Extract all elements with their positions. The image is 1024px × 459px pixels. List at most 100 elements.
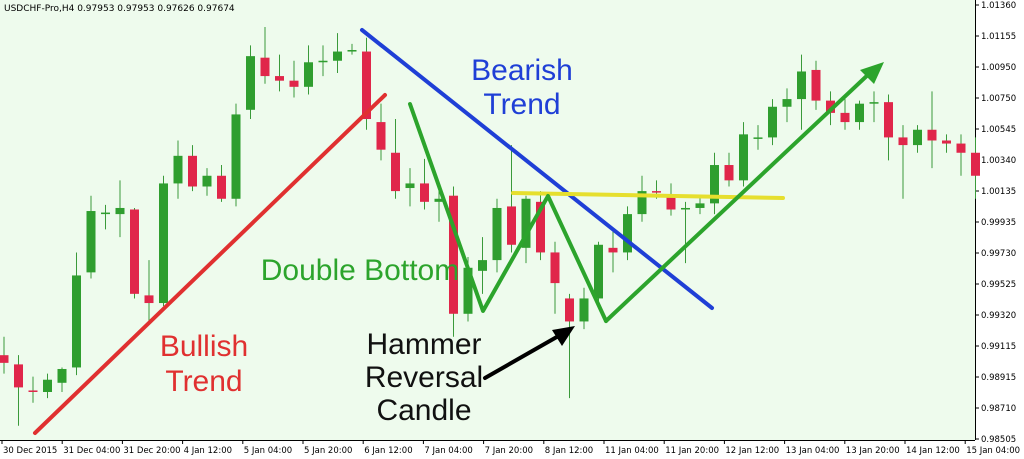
x-tick-label: 13 Jan 04:00: [786, 446, 840, 456]
candle-body-bear: [565, 298, 574, 322]
candle-body-bear: [275, 76, 284, 81]
x-tick-label: 31 Dec 04:00: [63, 446, 120, 456]
candle-body-bear: [420, 183, 429, 202]
candle-body-bull: [463, 267, 473, 314]
candle: [594, 241, 603, 307]
candle-body-bear: [144, 295, 154, 304]
hammer-label-line1: Hammer: [366, 328, 481, 361]
candle: [376, 103, 386, 161]
y-tick-label: 0.99935: [981, 218, 1016, 228]
candle-body-bear: [652, 191, 661, 193]
candle: [420, 158, 429, 210]
y-tick-label: 0.99525: [981, 280, 1016, 290]
candle-body-bull: [115, 207, 125, 215]
candle-body-bull: [173, 155, 183, 184]
x-tick-label: 7 Jan 04:00: [424, 446, 472, 456]
candle: [753, 125, 763, 150]
candle: [14, 355, 23, 426]
candle: [536, 191, 545, 261]
axis-background: [975, 0, 1024, 459]
candle: [666, 183, 676, 216]
candle-body-bear: [971, 152, 980, 176]
candle: [855, 100, 864, 130]
candle-body-bull: [231, 114, 241, 199]
uptrend-arrow-head: [860, 62, 884, 84]
candle: [318, 45, 328, 77]
candle-body-bull: [43, 379, 52, 392]
candle: [811, 60, 821, 110]
candles: [0, 27, 980, 426]
candle-body-bear: [826, 100, 835, 113]
y-tick-label: 0.99320: [981, 311, 1016, 321]
candle: [57, 367, 67, 392]
y-tick-label: 0.98915: [981, 373, 1016, 383]
candle: [188, 145, 197, 192]
candle: [681, 201, 690, 264]
candle-body-bull: [623, 214, 632, 253]
candle: [971, 137, 980, 199]
candle-body-bear: [724, 165, 734, 181]
candle: [86, 195, 96, 279]
candle: [304, 45, 313, 95]
y-tick-label: 0.98710: [981, 404, 1016, 414]
candle: [869, 91, 879, 123]
candle-body-bear: [130, 209, 139, 294]
candle-body-bull: [57, 368, 67, 383]
candle-body-bull: [405, 183, 415, 189]
double-bottom-zigzag: [408, 102, 608, 323]
y-tick-label: 1.00750: [981, 94, 1016, 104]
candle: [434, 189, 444, 222]
y-tick-label: 1.00340: [981, 156, 1016, 166]
candle: [478, 237, 487, 294]
candle-body-bull: [159, 183, 168, 304]
candle-body-bull: [304, 62, 313, 87]
hammer-arrow-line: [483, 332, 564, 380]
candle: [768, 99, 777, 146]
bearish-trend-line: [360, 28, 714, 310]
candle-body-bull: [347, 50, 357, 52]
y-tick-label: 1.00950: [981, 63, 1016, 73]
candle: [115, 180, 125, 238]
candle: [217, 165, 226, 202]
bearish-label-line1: Bearish: [471, 54, 573, 87]
candle: [144, 260, 154, 322]
candle-body-bull: [202, 175, 212, 187]
x-tick-label: 11 Jan 20:00: [665, 446, 719, 456]
candle-body-bull: [434, 198, 444, 202]
candle: [608, 229, 618, 273]
candle-body-bull: [86, 211, 96, 273]
candle-body-bull: [753, 137, 763, 139]
x-tick-label: 31 Dec 20:00: [123, 446, 180, 456]
candle: [246, 45, 255, 120]
candle-body-bull: [710, 165, 719, 204]
candle: [942, 134, 951, 153]
x-tick-label: 11 Jan 04:00: [605, 446, 659, 456]
candle: [72, 252, 81, 376]
bearish-label-line2: Trend: [483, 88, 560, 121]
pattern-overlays: [33, 28, 884, 435]
candle-body-bear: [550, 252, 560, 284]
x-axis: 30 Dec 2015 31 Dec 04:00 31 Dec 20:00 4 Jan…: [1, 440, 1020, 456]
x-tick-label: 6 Jan 12:00: [364, 446, 412, 456]
candle: [28, 376, 38, 403]
candle-body-bull: [594, 244, 603, 299]
candle-body-bull: [768, 106, 777, 138]
y-tick-label: 1.01155: [981, 32, 1016, 42]
candle-body-bear: [956, 143, 966, 153]
candle: [956, 134, 966, 176]
x-tick-label: 30 Dec 2015: [3, 446, 57, 456]
candle-body-bull: [333, 51, 342, 61]
candle-body-bull: [318, 60, 328, 63]
candle: [550, 241, 560, 314]
x-tick-label: 14 Jan 12:00: [906, 446, 960, 456]
candle-body-bear: [536, 201, 545, 253]
candle-body-bear: [811, 69, 821, 101]
candle-body-bull: [637, 191, 647, 215]
candle-body-bull: [869, 102, 879, 104]
candle: [898, 125, 908, 199]
candle-body-bull: [72, 275, 81, 368]
candle-body-bull: [478, 260, 487, 271]
candle-body-bear: [260, 57, 270, 77]
x-tick-label: 5 Jan 20:00: [304, 446, 352, 456]
y-tick-label: 0.99115: [981, 342, 1016, 352]
